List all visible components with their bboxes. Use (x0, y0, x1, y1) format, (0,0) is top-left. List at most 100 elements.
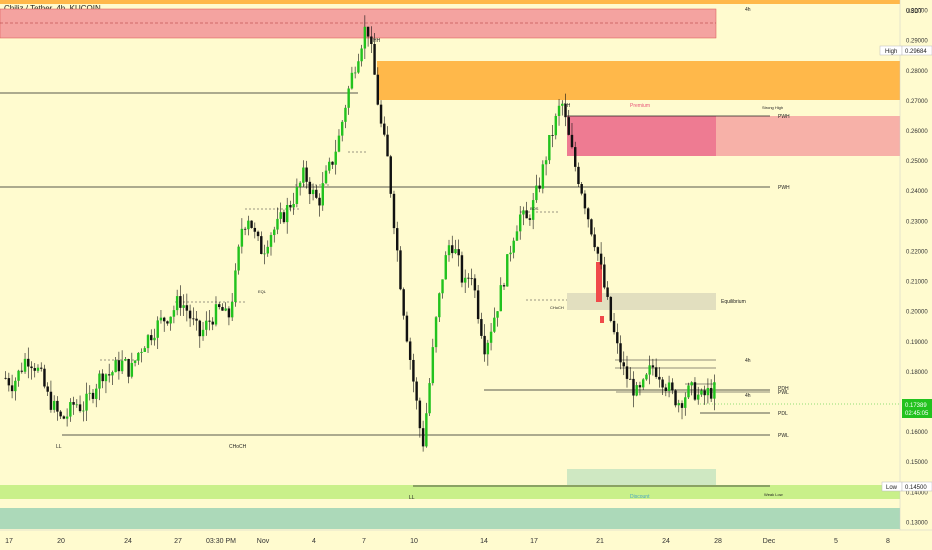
candle-body (175, 296, 179, 311)
equilibrium-zone (567, 293, 716, 310)
candle-body (14, 380, 17, 392)
candle-body (599, 253, 603, 265)
candle-body (253, 227, 257, 232)
candle-body (292, 203, 295, 208)
label-bos: BOS (530, 206, 539, 211)
svg-text:Low: Low (886, 485, 898, 491)
candle-body (399, 250, 402, 290)
candle-body (454, 249, 457, 254)
price-axis[interactable] (900, 0, 932, 530)
candle-body (198, 320, 202, 337)
candle-body (7, 378, 11, 386)
candle-body (366, 26, 370, 37)
candle-body (625, 366, 629, 379)
demand-zone-orange (377, 61, 900, 100)
x-tick-label: 5 (834, 538, 838, 545)
candle-body (612, 320, 616, 333)
candle-body (133, 360, 137, 363)
low-tag: Low 0.14500 (881, 481, 932, 492)
candle-body (522, 210, 525, 215)
candle-body (166, 321, 169, 324)
candle-body (713, 382, 716, 399)
candle-body (654, 367, 658, 377)
candle-body (328, 161, 331, 171)
candle-body (629, 378, 632, 380)
candle-body (266, 246, 269, 254)
candle-body (107, 374, 111, 376)
time-axis[interactable] (0, 530, 932, 550)
candle-body (137, 352, 140, 361)
candle-body (308, 181, 312, 195)
candle-body (85, 393, 88, 411)
svg-text:02:45:05: 02:45:05 (905, 411, 929, 417)
candle-body (295, 186, 299, 204)
y-tick-label: 0.22000 (906, 249, 928, 255)
candle-body (518, 214, 522, 232)
y-tick-label: 0.30000 (906, 9, 928, 15)
svg-text:High: High (885, 49, 897, 55)
candle-body (470, 278, 473, 280)
candle-body (150, 335, 153, 341)
x-tick-label: 03:30 PM (206, 538, 236, 545)
candle-body (211, 321, 214, 325)
svg-text:PWH: PWH (778, 114, 790, 120)
candle-body (609, 296, 613, 321)
candle-body (674, 390, 677, 406)
candle-body (88, 392, 91, 394)
candle-body (486, 342, 490, 355)
candle-body (95, 388, 98, 399)
candle-body (153, 337, 156, 341)
candle-body (577, 166, 580, 185)
svg-text:PWH: PWH (778, 185, 790, 191)
candle-body (247, 220, 250, 230)
x-tick-label: 10 (410, 538, 418, 545)
candle-body (234, 270, 237, 302)
candle-body (658, 376, 661, 380)
candle-body (169, 316, 172, 324)
candle-body (195, 318, 198, 321)
candle-body (696, 394, 700, 400)
candle-body (509, 252, 512, 255)
candle-body (56, 400, 59, 412)
y-tick-label: 0.24000 (906, 189, 928, 195)
candle-body (260, 236, 263, 254)
candle-body (574, 147, 577, 167)
y-tick-label: 0.26000 (906, 129, 928, 135)
candle-body (561, 103, 564, 106)
candle-body (298, 182, 302, 187)
label-weak-low: Weak Low (764, 492, 783, 497)
candle-body (444, 255, 447, 280)
candle-body (548, 134, 551, 161)
candle-body (315, 189, 318, 198)
candle-body (43, 368, 46, 387)
candle-body (402, 289, 405, 316)
candle-body (383, 123, 386, 135)
candle-body (46, 386, 49, 392)
currency-label: USDT (906, 9, 923, 15)
candle-body (117, 360, 121, 372)
supply-zone-top (0, 8, 717, 39)
candlestick-series (4, 15, 716, 452)
candle-body (506, 254, 509, 287)
candle-body (638, 385, 642, 388)
premium-extension (716, 116, 900, 156)
candle-body (162, 317, 166, 322)
bottom-band (0, 508, 900, 529)
high-tag: High 0.29684 (879, 45, 932, 56)
candle-body (583, 193, 587, 209)
candle-body (218, 304, 221, 308)
candle-body (240, 228, 244, 247)
candle-body (493, 317, 496, 332)
candle-body (357, 61, 360, 73)
candle-body (114, 360, 117, 373)
candle-body (606, 287, 609, 297)
order-block-small (600, 316, 604, 323)
y-tick-label: 0.25000 (906, 159, 928, 165)
candle-body (408, 341, 412, 360)
x-tick-label: 24 (124, 538, 132, 545)
candle-body (205, 320, 208, 330)
candle-body (496, 311, 499, 318)
candle-body (318, 197, 321, 206)
y-tick-label: 0.29000 (906, 39, 928, 45)
